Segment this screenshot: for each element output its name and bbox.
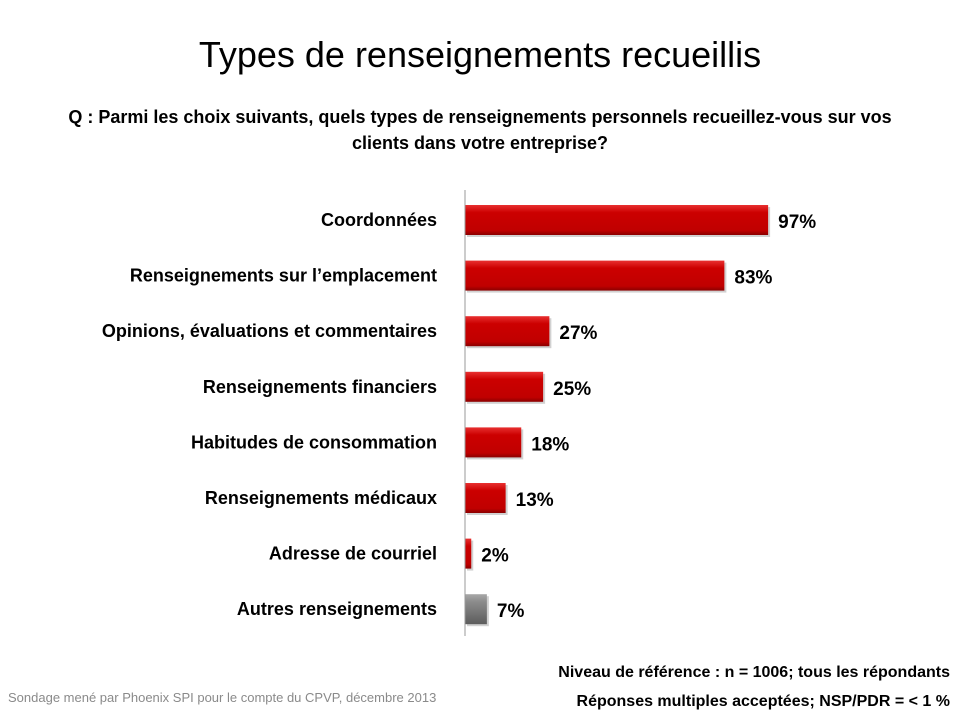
category-label: Renseignements médicaux (205, 488, 437, 508)
bar (465, 483, 506, 513)
bar (465, 205, 769, 235)
data-label: 18% (531, 434, 569, 455)
bar (465, 316, 550, 347)
base-note: Niveau de référence : n = 1006; tous les… (558, 664, 950, 681)
data-label: 27% (559, 323, 597, 344)
category-label: Habitudes de consommation (191, 432, 437, 452)
category-label: Autres renseignements (237, 599, 437, 619)
bar (465, 371, 544, 402)
bar (465, 538, 472, 569)
bar (465, 260, 725, 291)
data-label: 97% (778, 212, 816, 233)
data-label: 2% (481, 546, 509, 567)
category-label: Renseignements sur l’emplacement (130, 266, 437, 286)
category-label: Adresse de courriel (269, 544, 437, 564)
category-label: Coordonnées (321, 210, 437, 230)
data-label: 25% (553, 379, 591, 400)
multiple-answers-note: Réponses multiples acceptées; NSP/PDR = … (576, 693, 950, 710)
survey-question: Q : Parmi les choix suivants, quels type… (68, 107, 892, 153)
data-label: 13% (516, 490, 554, 511)
data-label: 7% (497, 601, 525, 622)
survey-source: Sondage mené par Phoenix SPI pour le com… (8, 690, 437, 705)
bar (465, 594, 487, 625)
bar (465, 427, 522, 458)
category-label: Opinions, évaluations et commentaires (102, 321, 437, 341)
category-label: Renseignements financiers (203, 377, 437, 397)
data-label: 83% (734, 268, 772, 289)
slide-title: Types de renseignements recueillis (198, 34, 762, 75)
